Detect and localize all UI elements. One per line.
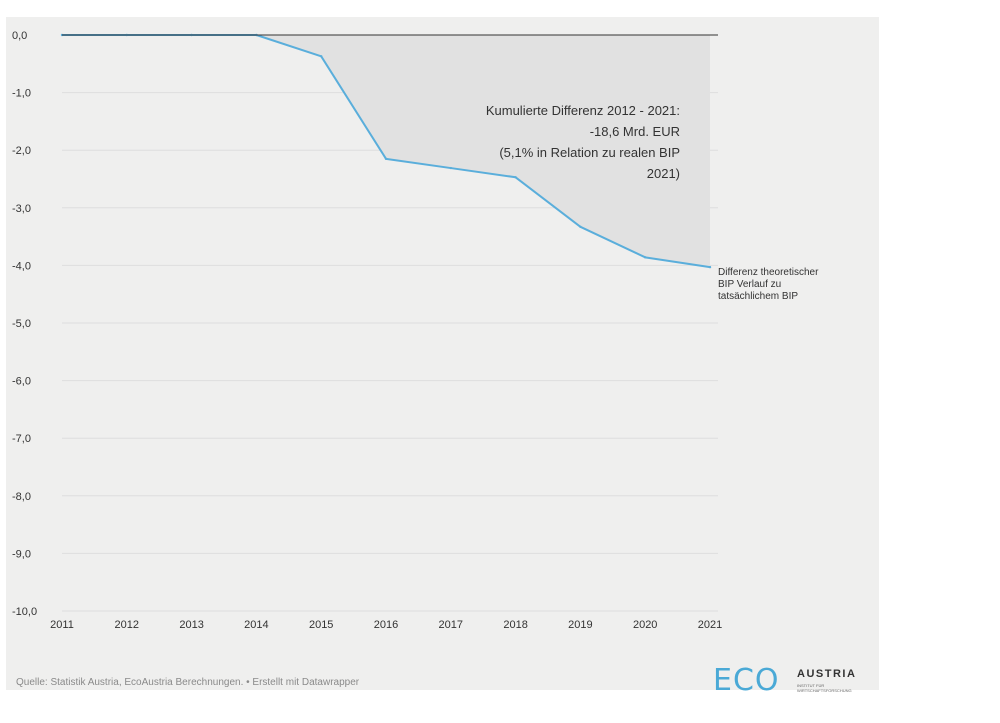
x-axis: 2011 2012 2013 2014 2015 2016 2017 2018 2019 2020… (50, 619, 722, 631)
grid (62, 34, 718, 612)
area-layer (62, 35, 710, 268)
data-point (449, 166, 452, 170)
x-tick-label: 2011 (50, 619, 74, 631)
data-point (384, 157, 388, 161)
annotation-line: -18,6 Mrd. EUR (590, 124, 680, 139)
series-label-line: Differenz theoretischer (718, 267, 819, 278)
data-point (514, 176, 517, 179)
series-label-line: BIP Verlauf zu (718, 279, 781, 290)
y-tick-label: -3,0 (12, 203, 31, 215)
line-area-chart: 0,0 -1,0 -2,0 -3,0 -4,0 -5,0 -6,0 -7,0 -8,0 -9,0 -… (12, 30, 819, 631)
x-tick-label: 2014 (244, 619, 268, 631)
annotation: Kumulierte Differenz 2012 - 2021: -18,6 M… (486, 103, 680, 181)
x-tick-label: 2016 (374, 619, 398, 631)
logo-eco-text: ECO (713, 663, 780, 698)
y-tick-label: -9,0 (12, 548, 31, 560)
y-tick-label: 0,0 (12, 30, 27, 42)
x-tick-label: 2017 (439, 619, 463, 631)
y-tick-label: -6,0 (12, 376, 31, 388)
logo-subtitle: INSTITUT FÜR WIRTSCHAFTSFORSCHUNG (797, 683, 852, 693)
annotation-line: Kumulierte Differenz 2012 - 2021: (486, 103, 680, 118)
y-tick-label: -2,0 (12, 145, 31, 157)
x-tick-label: 2021 (698, 619, 722, 631)
y-tick-label: -4,0 (12, 260, 31, 272)
line-layer (60, 33, 718, 269)
x-tick-label: 2019 (568, 619, 592, 631)
x-tick-label: 2012 (115, 619, 139, 631)
y-tick-label: -5,0 (12, 318, 31, 330)
x-tick-label: 2018 (503, 619, 527, 631)
y-axis: 0,0 -1,0 -2,0 -3,0 -4,0 -5,0 -6,0 -7,0 -8,0 -9,0 -… (12, 30, 37, 618)
x-tick-label: 2015 (309, 619, 333, 631)
annotation-line: 2021) (647, 166, 680, 181)
y-tick-label: -1,0 (12, 88, 31, 100)
y-tick-label: -10,0 (12, 606, 37, 618)
data-point (320, 55, 323, 58)
x-tick-label: 2020 (633, 619, 657, 631)
eco-austria-logo: ECO AUSTRIA INSTITUT FÜR WIRTSCHAFTSFORS… (713, 665, 873, 697)
y-tick-label: -8,0 (12, 491, 31, 503)
chart-panel: 0,0 -1,0 -2,0 -3,0 -4,0 -5,0 -6,0 -7,0 -8,0 -9,0 -… (6, 17, 879, 697)
data-point (579, 225, 582, 229)
y-tick-label: -7,0 (12, 433, 31, 445)
source-note: Quelle: Statistik Austria, EcoAustria Be… (16, 677, 360, 688)
data-point (708, 265, 712, 269)
annotation-line: (5,1% in Relation zu realen BIP (499, 145, 680, 160)
series-label-line: tatsächlichem BIP (718, 291, 798, 302)
data-point (644, 256, 647, 259)
logo-austria-text: AUSTRIA (797, 668, 857, 680)
difference-area (62, 35, 710, 268)
x-tick-label: 2013 (179, 619, 203, 631)
